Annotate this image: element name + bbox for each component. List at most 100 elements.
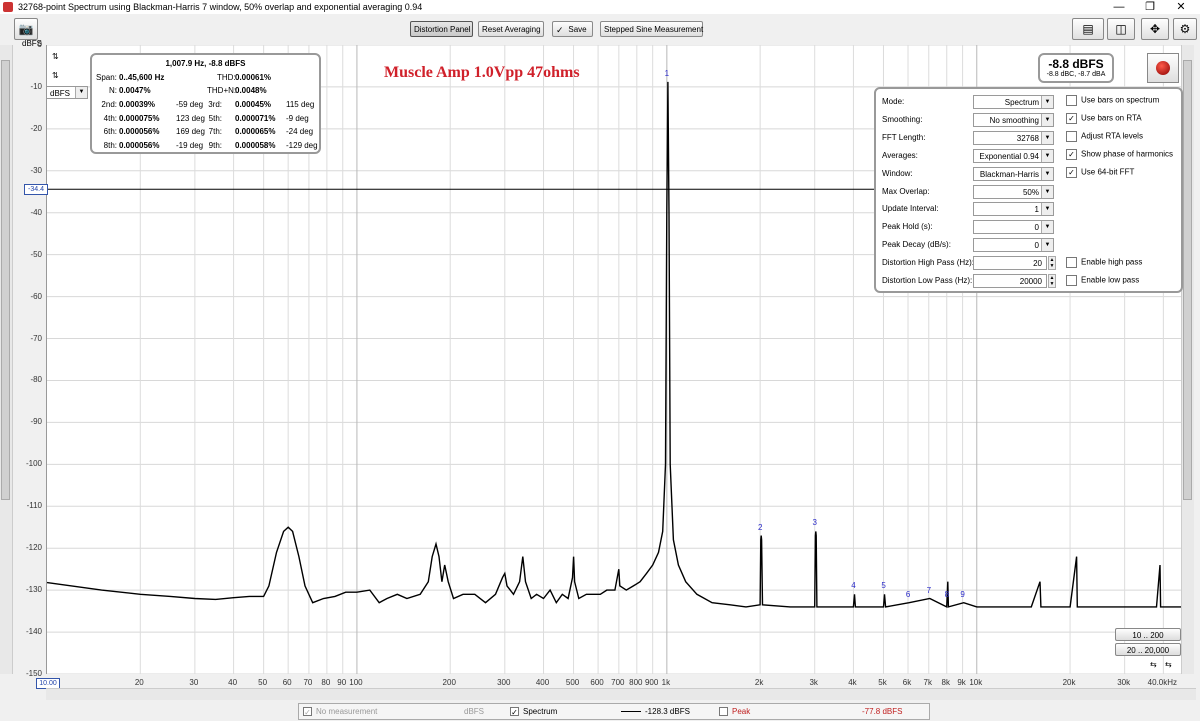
setting-value: Exponential 0.94 — [979, 151, 1039, 161]
zoom-out-x-icon[interactable]: ⇆ — [1165, 660, 1172, 669]
harmonic-phase: 169 deg — [176, 127, 205, 136]
setting-label: Max Overlap: — [882, 186, 930, 196]
gear-icon[interactable]: ⚙ — [1173, 18, 1197, 40]
x-tick-label: 5k — [878, 678, 887, 687]
enable-high-pass-checkbox[interactable]: Enable high pass — [1066, 257, 1142, 268]
record-button[interactable] — [1147, 53, 1179, 83]
setting-checkbox[interactable]: ✓ Use bars on RTA — [1066, 112, 1142, 124]
harmonic-phase: -9 deg — [286, 113, 309, 123]
setting-dropdown[interactable]: Exponential 0.94 ▼ — [973, 148, 1054, 163]
maximize-button[interactable]: ❐ — [1145, 1, 1155, 13]
level-dbfs: -8.8 dBFS — [1048, 57, 1104, 71]
harmonic-marker-label: 5 — [881, 581, 886, 591]
zoom-in-x-icon[interactable]: ⇆ — [1150, 660, 1157, 669]
thdn-label: THD+N: — [207, 86, 237, 95]
save-button[interactable]: ✓ Save — [552, 21, 593, 37]
setting-value: Spectrum — [1004, 98, 1039, 107]
reset-averaging-button[interactable]: Reset Averaging — [478, 21, 544, 37]
y-tick-label: -120 — [25, 543, 42, 553]
harmonic-value: 0.000075% — [119, 113, 160, 123]
checkbox-label: Show phase of harmonics — [1081, 149, 1174, 159]
distortion-panel-button[interactable]: Distortion Panel — [410, 21, 473, 37]
setting-spinner[interactable]: 20 — [973, 256, 1047, 271]
setting-dropdown[interactable]: 32768 ▼ — [973, 130, 1054, 145]
setting-checkbox[interactable]: ✓ Use 64-bit FFT — [1066, 166, 1134, 178]
right-scrollbar-thumb[interactable] — [1183, 60, 1192, 500]
minimize-button[interactable]: — — [1113, 1, 1125, 13]
setting-dropdown[interactable]: 50% ▼ — [973, 184, 1054, 199]
right-scrollbar[interactable] — [1181, 45, 1194, 674]
harmonic-phase: 123 deg — [176, 113, 205, 123]
checkbox-box[interactable] — [1066, 275, 1077, 286]
span-label: Span: — [96, 73, 117, 82]
spectrum-checkbox[interactable]: ✓ — [510, 707, 519, 717]
x-tick-label: 90 — [337, 678, 347, 687]
x-tick-label: 50 — [258, 678, 268, 687]
harmonic-marker-label: 4 — [851, 581, 856, 591]
harmonic-marker-label: 6 — [905, 589, 911, 599]
zoom-in-y-icon[interactable]: ⇅ — [52, 52, 59, 61]
harmonic-value: 0.000056% — [119, 140, 160, 150]
y-tick-label: -90 — [30, 417, 42, 427]
legend-bar: ✓ No measurement dBFS ✓ Spectrum -128.3 … — [298, 703, 930, 720]
close-button[interactable]: ✕ — [1176, 1, 1186, 13]
setting-checkbox[interactable]: ✓ Show phase of harmonics — [1066, 148, 1174, 160]
setting-label: Update Interval: — [882, 204, 939, 214]
stepped-sine-button[interactable]: Stepped Sine Measurement — [600, 21, 703, 37]
setting-dropdown[interactable]: No smoothing ▼ — [973, 112, 1054, 127]
spinner-arrows-icon[interactable]: ▲ ▼ — [1048, 256, 1056, 271]
spectrum-settings-panel: Mode: Spectrum ▼ Smoothing: No smoothing ▼ FFT… — [874, 87, 1183, 293]
app-icon — [3, 2, 13, 12]
y-tick-label: -60 — [30, 291, 42, 301]
cursor-level-label[interactable]: -34.4 — [24, 184, 48, 196]
checkbox-box[interactable] — [1066, 95, 1077, 106]
zoom-out-y-icon[interactable]: ⇅ — [52, 71, 59, 80]
spinner-arrows-icon[interactable]: ▲ ▼ — [1048, 274, 1056, 288]
checkbox-box[interactable]: ✓ — [1066, 148, 1077, 160]
x-tick-label: 80 — [321, 678, 331, 687]
checkbox-box[interactable] — [1066, 257, 1077, 268]
panel-layout-icon[interactable]: ◫ — [1107, 18, 1135, 40]
setting-label: Window: — [882, 168, 913, 178]
save-icon: ✓ — [556, 25, 564, 35]
move-icon[interactable]: ✥ — [1141, 18, 1169, 40]
setting-checkbox[interactable]: Adjust RTA levels — [1066, 130, 1143, 142]
camera-icon[interactable]: 📷 — [14, 18, 38, 40]
harmonic-label: 2nd: — [101, 100, 117, 109]
setting-label: Distortion Low Pass (Hz): — [882, 276, 973, 285]
x-tick-label: 800 — [629, 678, 643, 687]
bottom-scrollbar[interactable] — [46, 688, 1196, 700]
x-tick-label: 70 — [303, 678, 313, 687]
range-20-20000-button[interactable]: 20 .. 20,000 — [1115, 643, 1181, 656]
checkbox-box[interactable]: ✓ — [1066, 112, 1077, 124]
peak-legend-label: Peak — [732, 707, 751, 716]
setting-dropdown[interactable]: 1 ▼ — [973, 202, 1054, 217]
setting-spinner[interactable]: 20000 — [973, 274, 1047, 288]
checkbox-box[interactable] — [1066, 130, 1077, 142]
setting-checkbox[interactable]: Use bars on spectrum — [1066, 95, 1159, 106]
enable-low-pass-checkbox[interactable]: Enable low pass — [1066, 275, 1139, 286]
setting-dropdown[interactable]: Blackman-Harris 7▼ — [973, 166, 1054, 193]
setting-dropdown[interactable]: Spectrum ▼ — [973, 95, 1054, 109]
no-measurement-checkbox[interactable]: ✓ — [303, 707, 312, 717]
setting-value: 50% — [1022, 187, 1039, 197]
graph-layout-icon[interactable]: ▤ — [1072, 18, 1104, 40]
checkbox-box[interactable]: ✓ — [1066, 166, 1077, 178]
left-scrollbar[interactable] — [0, 45, 13, 674]
x-tick-label: 6k — [902, 678, 912, 687]
record-icon — [1156, 61, 1170, 75]
noise-value: 0.0047% — [119, 86, 151, 95]
peak-legend-value: -77.8 dBFS — [862, 707, 903, 716]
setting-value: 0 — [1034, 223, 1039, 233]
setting-label: Mode: — [882, 97, 905, 106]
left-scrollbar-thumb[interactable] — [1, 60, 10, 500]
graph-heading: Muscle Amp 1.0Vpp 47ohms — [384, 64, 580, 81]
x-tick-label: 10k — [969, 678, 983, 687]
x-tick-label: 20 — [134, 678, 144, 687]
setting-value: 0 — [1034, 241, 1039, 251]
range-10-200-button[interactable]: 10 .. 200 — [1115, 628, 1181, 641]
setting-dropdown[interactable]: 0 ▼ — [973, 220, 1054, 235]
peak-checkbox[interactable] — [719, 707, 728, 716]
setting-dropdown[interactable]: 0 ▼ — [973, 238, 1054, 253]
unit-select[interactable]: dBFS ▼ — [46, 86, 88, 99]
